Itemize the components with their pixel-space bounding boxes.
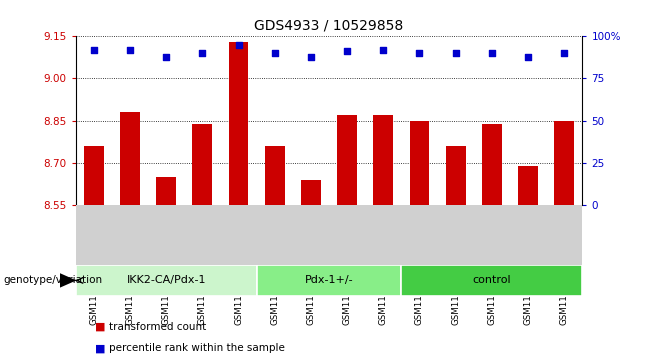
Title: GDS4933 / 10529858: GDS4933 / 10529858 xyxy=(255,19,403,32)
Text: genotype/variation: genotype/variation xyxy=(3,276,103,285)
Bar xyxy=(401,265,582,296)
Bar xyxy=(156,177,176,205)
Bar xyxy=(445,146,466,205)
Text: IKK2-CA/Pdx-1: IKK2-CA/Pdx-1 xyxy=(126,276,206,285)
Bar xyxy=(76,265,257,296)
Bar xyxy=(337,115,357,205)
Bar xyxy=(518,166,538,205)
Point xyxy=(305,54,316,60)
Point xyxy=(450,50,461,56)
Text: control: control xyxy=(472,276,511,285)
Text: ■: ■ xyxy=(95,322,106,332)
Point xyxy=(161,54,171,60)
Point xyxy=(378,47,388,53)
Point xyxy=(342,49,353,54)
Point xyxy=(559,50,570,56)
Bar xyxy=(120,112,140,205)
Text: percentile rank within the sample: percentile rank within the sample xyxy=(109,343,284,354)
Bar xyxy=(409,121,430,205)
Text: ■: ■ xyxy=(95,343,106,354)
Bar xyxy=(257,265,401,296)
Text: Pdx-1+/-: Pdx-1+/- xyxy=(305,276,353,285)
Bar xyxy=(482,123,502,205)
Bar xyxy=(554,121,574,205)
Point xyxy=(233,42,243,48)
Point xyxy=(486,50,497,56)
Bar xyxy=(301,180,321,205)
Point xyxy=(124,47,136,53)
Bar xyxy=(228,42,249,205)
Bar xyxy=(373,115,393,205)
Bar xyxy=(192,123,213,205)
Text: transformed count: transformed count xyxy=(109,322,206,332)
Polygon shape xyxy=(60,273,76,287)
Point xyxy=(522,54,533,60)
Point xyxy=(197,50,207,56)
Bar xyxy=(84,146,104,205)
Bar xyxy=(265,146,285,205)
Point xyxy=(415,50,425,56)
Point xyxy=(270,50,280,56)
Point xyxy=(88,47,99,53)
